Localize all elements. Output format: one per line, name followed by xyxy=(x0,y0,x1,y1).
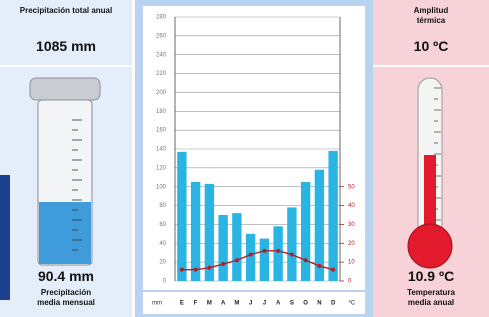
amp-title: Amplitud térmica xyxy=(400,6,462,26)
x-tick-label: J xyxy=(249,301,252,307)
x-tick-label: A xyxy=(276,301,281,307)
x-tick-label: F xyxy=(194,301,198,307)
bar xyxy=(218,215,227,281)
bar xyxy=(260,239,269,281)
y2-axis-label: ºC xyxy=(349,300,356,307)
temperature-point xyxy=(290,253,294,257)
page: {"panels": { "left": {"title": "Precipit… xyxy=(0,0,489,317)
y-tick-label: 60 xyxy=(159,222,166,228)
temperature-point xyxy=(194,268,198,272)
rain-gauge xyxy=(30,78,100,265)
y-tick-label: 220 xyxy=(156,71,167,77)
bar xyxy=(177,152,186,281)
temperature-point xyxy=(235,258,239,262)
precip-monthly-label: Precipitación media mensual xyxy=(30,288,102,308)
y-tick-label: 200 xyxy=(156,90,167,96)
temperature-point xyxy=(221,262,225,266)
y-tick-label: 160 xyxy=(156,128,167,134)
x-tick-label: M xyxy=(234,301,239,307)
y-tick-label: 20 xyxy=(159,260,166,266)
amp-value: 10 ºC xyxy=(373,38,489,54)
temp-mean: 10.9 ºC xyxy=(373,268,489,284)
y2-tick-label: 30 xyxy=(348,222,355,228)
temperature-point xyxy=(276,249,280,253)
bar xyxy=(273,226,282,281)
y-tick-label: 260 xyxy=(156,33,167,39)
temperature-point xyxy=(180,268,184,272)
x-tick-label: M xyxy=(207,301,212,307)
y-tick-label: 120 xyxy=(156,165,167,171)
bar xyxy=(328,151,337,281)
bar xyxy=(301,182,310,281)
temperature-point xyxy=(331,268,335,272)
y2-tick-label: 10 xyxy=(348,260,355,266)
temperature-point xyxy=(207,266,211,270)
x-tick-label: E xyxy=(180,301,184,307)
climogram-screen: 0204060801001201401601802002202402602800… xyxy=(0,0,489,317)
y-tick-label: 180 xyxy=(156,109,167,115)
y-tick-label: 100 xyxy=(156,184,167,190)
y-tick-label: 240 xyxy=(156,52,167,58)
temperature-point xyxy=(317,264,321,268)
x-tick-label: D xyxy=(331,301,336,307)
temperature-point xyxy=(249,253,253,257)
y-axis-label: mm xyxy=(152,301,162,307)
temperature-point xyxy=(304,258,308,262)
x-tick-label: S xyxy=(290,301,294,307)
precip-total: 1085 mm xyxy=(0,38,132,54)
y-tick-label: 80 xyxy=(159,203,166,209)
y-tick-label: 40 xyxy=(159,241,166,247)
y2-tick-label: 20 xyxy=(348,241,355,247)
bar xyxy=(232,213,241,281)
bar xyxy=(287,207,296,281)
y-tick-label: 280 xyxy=(156,15,167,21)
x-tick-label: J xyxy=(263,301,266,307)
precip-monthly: 90.4 mm xyxy=(0,268,132,284)
temp-mean-label: Temperatura media anual xyxy=(400,288,462,308)
bar xyxy=(246,234,255,281)
x-tick-label: O xyxy=(303,301,308,307)
precip-title: Precipitación total anual xyxy=(0,6,132,16)
x-tick-label: A xyxy=(221,301,226,307)
temperature-point xyxy=(262,249,266,253)
y2-tick-label: 50 xyxy=(348,184,355,190)
y-tick-label: 140 xyxy=(156,147,167,153)
x-tick-label: N xyxy=(317,301,321,307)
y2-tick-label: 40 xyxy=(348,203,355,209)
bar xyxy=(191,182,200,281)
